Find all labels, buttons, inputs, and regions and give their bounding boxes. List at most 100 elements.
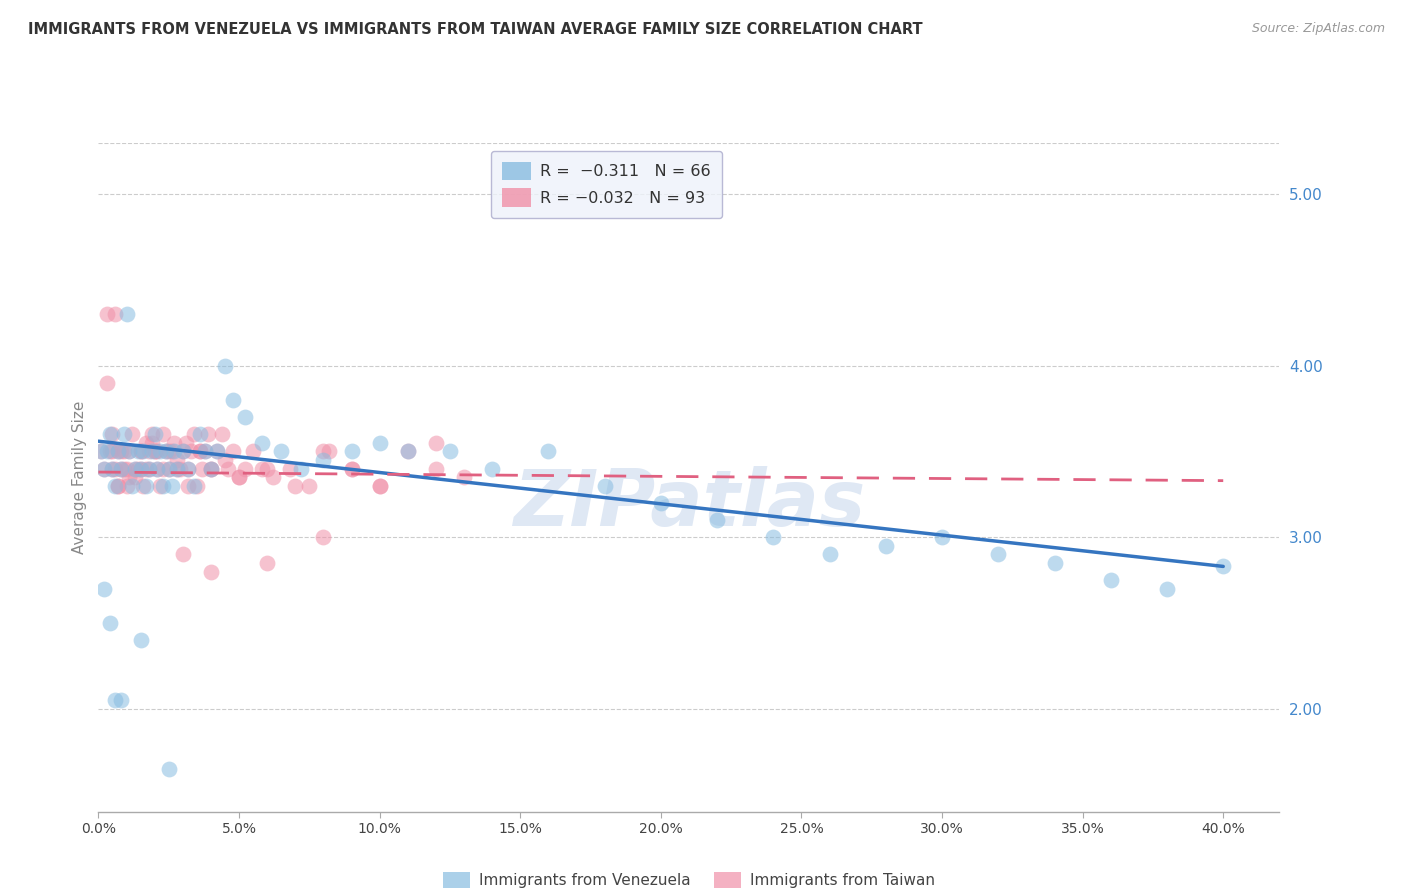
Point bbox=[118, 444, 141, 458]
Point bbox=[163, 444, 186, 458]
Point bbox=[312, 530, 335, 544]
Point bbox=[318, 444, 340, 458]
Point bbox=[152, 427, 174, 442]
Point bbox=[439, 444, 461, 458]
Point bbox=[129, 444, 152, 458]
Point bbox=[152, 461, 174, 475]
Point bbox=[135, 436, 157, 450]
Point bbox=[104, 693, 127, 707]
Text: IMMIGRANTS FROM VENEZUELA VS IMMIGRANTS FROM TAIWAN AVERAGE FAMILY SIZE CORRELAT: IMMIGRANTS FROM VENEZUELA VS IMMIGRANTS … bbox=[28, 22, 922, 37]
Point bbox=[112, 427, 135, 442]
Point bbox=[200, 461, 222, 475]
Point bbox=[172, 444, 194, 458]
Point bbox=[115, 479, 138, 493]
Point bbox=[650, 496, 672, 510]
Point bbox=[90, 444, 112, 458]
Point bbox=[205, 444, 228, 458]
Point bbox=[180, 444, 202, 458]
Point bbox=[200, 461, 222, 475]
Point bbox=[112, 444, 135, 458]
Point bbox=[166, 461, 188, 475]
Point bbox=[222, 392, 245, 407]
Point bbox=[214, 453, 236, 467]
Point bbox=[115, 307, 138, 321]
Point bbox=[177, 461, 200, 475]
Point bbox=[101, 427, 124, 442]
Point bbox=[186, 479, 208, 493]
Point bbox=[166, 453, 188, 467]
Point bbox=[183, 479, 205, 493]
Point bbox=[157, 762, 180, 776]
Point bbox=[104, 461, 127, 475]
Point bbox=[107, 444, 129, 458]
Point bbox=[98, 444, 121, 458]
Point bbox=[169, 461, 191, 475]
Point bbox=[138, 461, 160, 475]
Point bbox=[163, 436, 186, 450]
Point bbox=[166, 461, 188, 475]
Point bbox=[1156, 582, 1178, 596]
Point bbox=[143, 444, 166, 458]
Point bbox=[107, 444, 129, 458]
Point bbox=[174, 436, 197, 450]
Point bbox=[368, 479, 391, 493]
Point bbox=[101, 461, 124, 475]
Point bbox=[132, 479, 155, 493]
Point bbox=[256, 461, 278, 475]
Point bbox=[270, 444, 292, 458]
Point bbox=[101, 444, 124, 458]
Point bbox=[110, 461, 132, 475]
Point bbox=[312, 444, 335, 458]
Point bbox=[160, 479, 183, 493]
Point bbox=[146, 461, 169, 475]
Point bbox=[157, 444, 180, 458]
Point bbox=[107, 479, 129, 493]
Point bbox=[233, 410, 256, 425]
Point bbox=[188, 427, 211, 442]
Point bbox=[250, 461, 273, 475]
Point bbox=[205, 444, 228, 458]
Point bbox=[183, 427, 205, 442]
Point bbox=[124, 470, 146, 484]
Point bbox=[155, 444, 177, 458]
Point bbox=[104, 479, 127, 493]
Point bbox=[453, 470, 475, 484]
Point bbox=[172, 444, 194, 458]
Text: Source: ZipAtlas.com: Source: ZipAtlas.com bbox=[1251, 22, 1385, 36]
Point bbox=[172, 548, 194, 562]
Point bbox=[340, 461, 363, 475]
Point bbox=[177, 479, 200, 493]
Point bbox=[149, 444, 172, 458]
Point bbox=[132, 444, 155, 458]
Point bbox=[593, 479, 616, 493]
Point bbox=[115, 461, 138, 475]
Point bbox=[149, 479, 172, 493]
Point bbox=[160, 444, 183, 458]
Point bbox=[110, 444, 132, 458]
Point bbox=[1212, 559, 1234, 574]
Point bbox=[93, 461, 115, 475]
Point bbox=[211, 427, 233, 442]
Point bbox=[250, 436, 273, 450]
Point bbox=[96, 376, 118, 390]
Point bbox=[188, 444, 211, 458]
Point bbox=[197, 427, 219, 442]
Point bbox=[143, 427, 166, 442]
Point bbox=[262, 470, 284, 484]
Point bbox=[222, 444, 245, 458]
Point bbox=[141, 444, 163, 458]
Point bbox=[1099, 573, 1122, 587]
Point bbox=[706, 513, 728, 527]
Point bbox=[425, 461, 447, 475]
Point bbox=[118, 470, 141, 484]
Point bbox=[96, 444, 118, 458]
Point bbox=[194, 444, 217, 458]
Point bbox=[200, 461, 222, 475]
Point bbox=[214, 359, 236, 373]
Point bbox=[152, 479, 174, 493]
Point bbox=[124, 461, 146, 475]
Point bbox=[155, 444, 177, 458]
Point bbox=[110, 461, 132, 475]
Point bbox=[290, 461, 312, 475]
Point bbox=[481, 461, 503, 475]
